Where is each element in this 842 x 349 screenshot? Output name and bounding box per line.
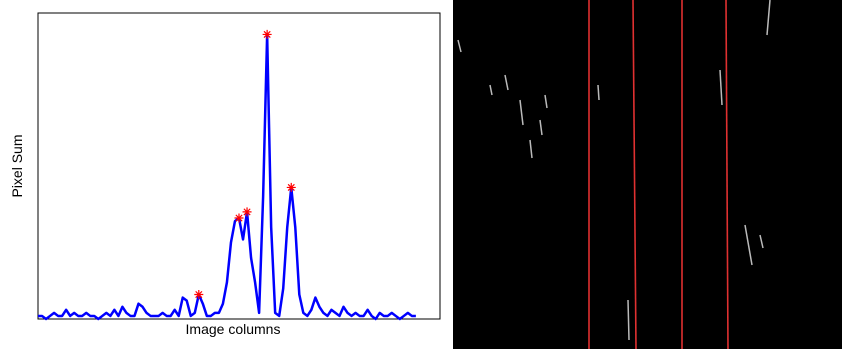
streak (598, 85, 599, 100)
x-axis-label: Image columns (186, 321, 281, 337)
image-background (453, 0, 842, 349)
lane-image (453, 0, 842, 349)
peak-marker (287, 183, 296, 192)
screenshot: Image columns Pixel Sum (0, 0, 842, 349)
peak-marker (243, 207, 252, 216)
peak-marker (263, 30, 272, 39)
plot-frame (38, 13, 440, 319)
peak-marker (235, 214, 244, 223)
peak-marker (194, 290, 203, 299)
y-axis-label: Pixel Sum (9, 134, 25, 197)
streak (628, 300, 629, 340)
